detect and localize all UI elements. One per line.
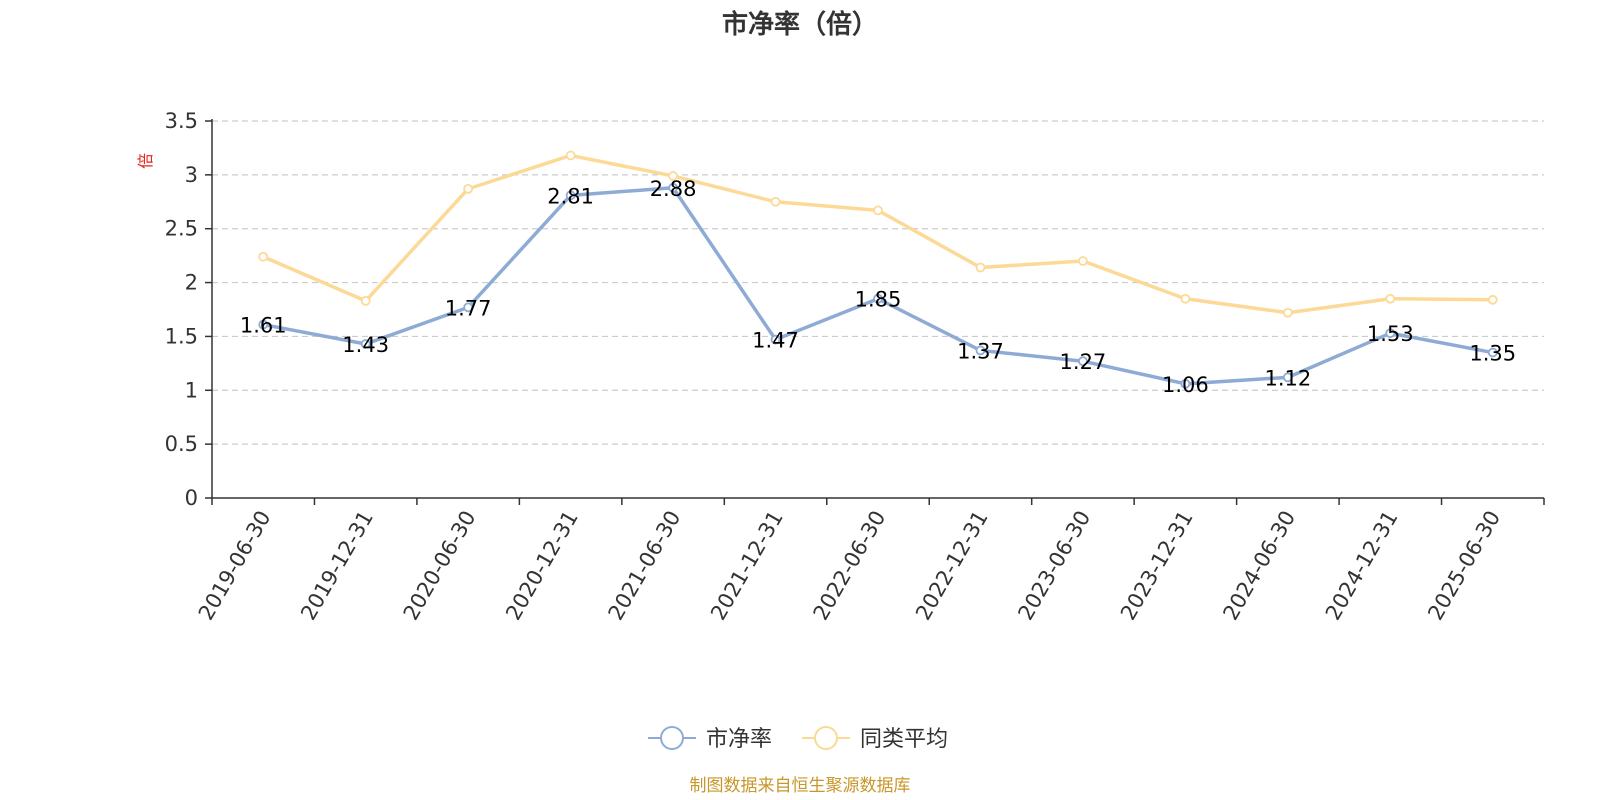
data-point[interactable] xyxy=(668,171,678,181)
data-point[interactable] xyxy=(463,302,474,313)
x-tick-label: 2024-12-31 xyxy=(1321,507,1403,625)
data-label: 1.85 xyxy=(855,288,902,312)
x-tick-label: 2023-12-31 xyxy=(1116,507,1198,625)
data-point[interactable] xyxy=(1282,372,1293,383)
data-label: 1.12 xyxy=(1264,366,1311,390)
y-tick-label: 3.5 xyxy=(165,109,198,133)
data-point[interactable] xyxy=(975,345,986,356)
y-tick-label: 2 xyxy=(185,271,198,295)
data-point[interactable] xyxy=(873,293,883,304)
x-tick-label: 2021-12-31 xyxy=(706,507,788,625)
x-tick-label: 2024-06-30 xyxy=(1218,507,1300,625)
x-tick-label: 2023-06-30 xyxy=(1013,507,1095,625)
source-note: 制图数据来自恒生聚源数据库 xyxy=(690,776,911,796)
data-label: 1.77 xyxy=(445,296,492,320)
data-point[interactable] xyxy=(360,339,371,349)
y-tick-label: 3 xyxy=(185,163,198,187)
x-tick-label: 2022-12-31 xyxy=(911,507,993,625)
data-point[interactable] xyxy=(668,182,678,193)
data-label: 1.37 xyxy=(957,339,1004,363)
data-point[interactable] xyxy=(1078,356,1088,367)
data-point[interactable] xyxy=(1487,347,1498,358)
x-tick-label: 2019-12-31 xyxy=(296,507,378,625)
data-labels: 1.61 1.43 1.77 2.81 2.88 1.47 1.85 1.37 1.27 1.06… xyxy=(240,177,1516,397)
legend-item-series-1[interactable]: 市净率 xyxy=(648,726,772,752)
data-point[interactable] xyxy=(565,150,576,161)
data-point[interactable] xyxy=(1385,293,1396,304)
x-tick-label: 2021-06-30 xyxy=(604,507,686,625)
series-lines xyxy=(258,150,1498,389)
x-tick-label: 2020-12-31 xyxy=(501,507,583,625)
data-label: 1.27 xyxy=(1060,350,1107,374)
data-point[interactable] xyxy=(1282,307,1293,318)
axes: 0 0.5 1 1.5 2 2.5 3 3.5 2019-06-30 2019-12-31 2020… xyxy=(165,109,1545,625)
x-tick-label: 2019-06-30 xyxy=(194,507,276,625)
data-label: 1.47 xyxy=(752,329,799,353)
y-tick-label: 1.5 xyxy=(165,324,198,348)
data-point[interactable] xyxy=(463,183,474,194)
data-label: 1.43 xyxy=(342,333,389,357)
legend-marker-icon xyxy=(814,726,838,750)
y-tick-label: 0 xyxy=(185,486,198,510)
data-point[interactable] xyxy=(873,205,883,216)
y-axis-unit-label: 倍 xyxy=(136,153,155,169)
x-tick-label: 2022-06-30 xyxy=(809,507,891,625)
data-point[interactable] xyxy=(770,196,781,207)
data-point[interactable] xyxy=(1487,294,1498,305)
data-point[interactable] xyxy=(975,262,986,273)
data-point[interactable] xyxy=(1385,328,1396,339)
data-label: 1.61 xyxy=(240,314,287,338)
data-point[interactable] xyxy=(770,334,781,345)
legend: 市净率 同类平均 xyxy=(648,726,948,752)
legend-label: 市净率 xyxy=(706,727,772,752)
y-tick-label: 0.5 xyxy=(165,432,198,456)
x-tick-label: 2025-06-30 xyxy=(1423,507,1505,625)
data-label: 1.35 xyxy=(1469,342,1516,366)
y-tick-label: 2.5 xyxy=(165,217,198,241)
data-point[interactable] xyxy=(1078,256,1088,266)
data-label: 2.81 xyxy=(547,184,594,208)
data-label: 2.88 xyxy=(650,177,697,201)
data-point[interactable] xyxy=(360,295,371,306)
data-point[interactable] xyxy=(1180,378,1191,389)
legend-label: 同类平均 xyxy=(860,727,948,752)
grid-lines xyxy=(212,120,1544,445)
x-tick-label: 2020-06-30 xyxy=(399,507,481,625)
data-point[interactable] xyxy=(258,319,269,330)
series-line xyxy=(262,186,1494,386)
data-point[interactable] xyxy=(565,190,576,201)
data-label: 1.06 xyxy=(1162,373,1209,397)
data-point[interactable] xyxy=(1180,293,1191,304)
chart-title: 市净率（倍） xyxy=(722,9,878,40)
legend-item-series-2[interactable]: 同类平均 xyxy=(802,726,948,752)
data-point[interactable] xyxy=(258,251,269,262)
legend-marker-icon xyxy=(660,726,684,750)
y-tick-label: 1 xyxy=(185,378,198,402)
data-label: 1.53 xyxy=(1367,322,1414,346)
